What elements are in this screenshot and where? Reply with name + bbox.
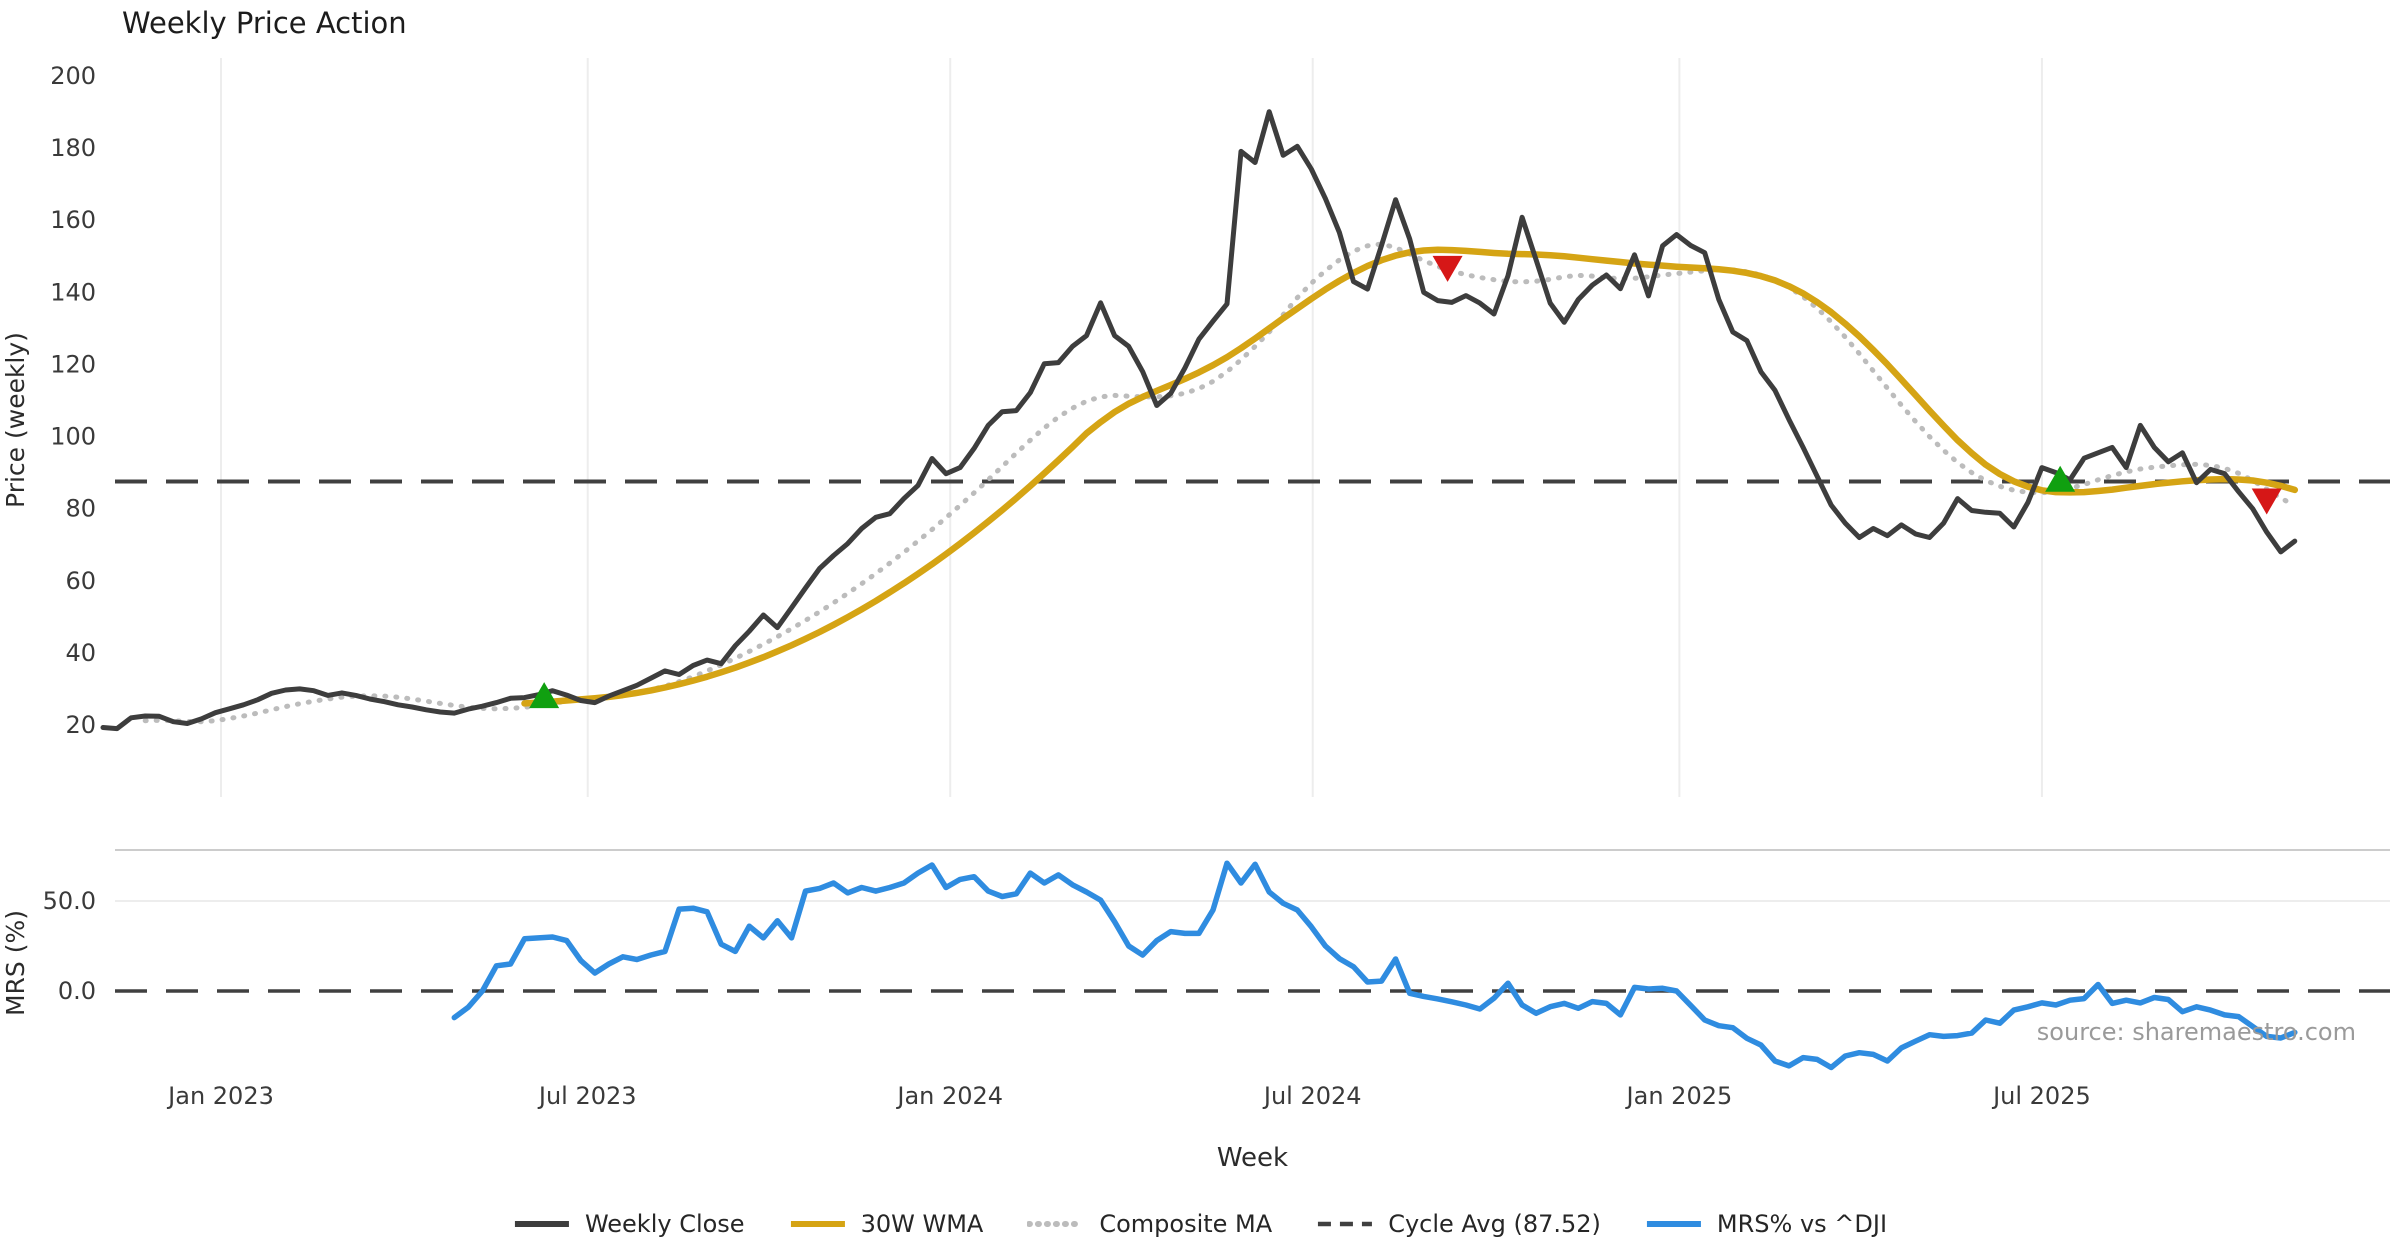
- price-y-tick-label: 160: [50, 206, 96, 234]
- price-y-tick-label: 120: [50, 350, 96, 378]
- x-tick-label: Jan 2025: [1625, 1082, 1733, 1110]
- mrs-line: [451, 860, 2298, 1071]
- legend-swatch-dotted: [1027, 1221, 1086, 1227]
- legend-item: 30W WMA: [789, 1210, 984, 1238]
- sell-marker: [1432, 255, 1463, 282]
- weekly-close-line: [100, 109, 2298, 732]
- price-y-tick-label: 180: [50, 134, 96, 162]
- price-y-axis-label: Price (weekly): [1, 332, 30, 508]
- wma-line: [521, 246, 2299, 707]
- mrs-y-tick-label: 0.0: [58, 977, 96, 1005]
- legend-swatch-solid: [514, 1221, 569, 1227]
- source-note: source: sharemaestro.com: [2036, 1018, 2356, 1046]
- legend-item: Composite MA: [1027, 1210, 1272, 1238]
- x-tick-label: Jan 2023: [166, 1082, 274, 1110]
- x-tick-label: Jul 2023: [537, 1082, 637, 1110]
- buy-marker: [2045, 465, 2076, 492]
- price-y-tick-label: 20: [65, 711, 96, 739]
- price-y-tick-label: 80: [65, 495, 96, 523]
- price-y-tick-label: 40: [65, 639, 96, 667]
- x-axis-label: Week: [1217, 1143, 1288, 1173]
- legend-item: Weekly Close: [513, 1210, 745, 1238]
- composite-ma-line: [142, 241, 2298, 725]
- mrs-y-axis-label: MRS (%): [1, 910, 30, 1016]
- x-tick-label: Jul 2025: [1991, 1082, 2091, 1110]
- x-tick-label: Jul 2024: [1262, 1082, 1362, 1110]
- legend-swatch-solid: [790, 1221, 845, 1227]
- legend-label: Weekly Close: [584, 1210, 745, 1238]
- buy-marker: [529, 682, 560, 709]
- legend-swatch-solid: [1646, 1221, 1701, 1227]
- legend-label: Composite MA: [1099, 1210, 1273, 1238]
- x-tick-label: Jan 2024: [895, 1082, 1003, 1110]
- legend-label: MRS% vs ^DJI: [1716, 1210, 1888, 1238]
- price-y-tick-label: 200: [50, 62, 96, 90]
- legend: Weekly Close 30W WMA Composite MA Cycle Avg…: [513, 1210, 1887, 1238]
- legend-label: 30W WMA: [860, 1210, 984, 1238]
- price-y-tick-label: 140: [50, 278, 96, 306]
- sell-marker: [2251, 488, 2282, 515]
- legend-item: MRS% vs ^DJI: [1645, 1210, 1887, 1238]
- price-y-tick-label: 60: [65, 567, 96, 595]
- legend-swatch-dashed: [1318, 1221, 1373, 1227]
- legend-label: Cycle Avg (87.52): [1388, 1210, 1601, 1238]
- price-y-tick-label: 100: [50, 423, 96, 451]
- chart-title: Weekly Price Action: [122, 6, 407, 40]
- mrs-y-tick-label: 50.0: [43, 887, 96, 915]
- legend-item: Cycle Avg (87.52): [1316, 1210, 1601, 1238]
